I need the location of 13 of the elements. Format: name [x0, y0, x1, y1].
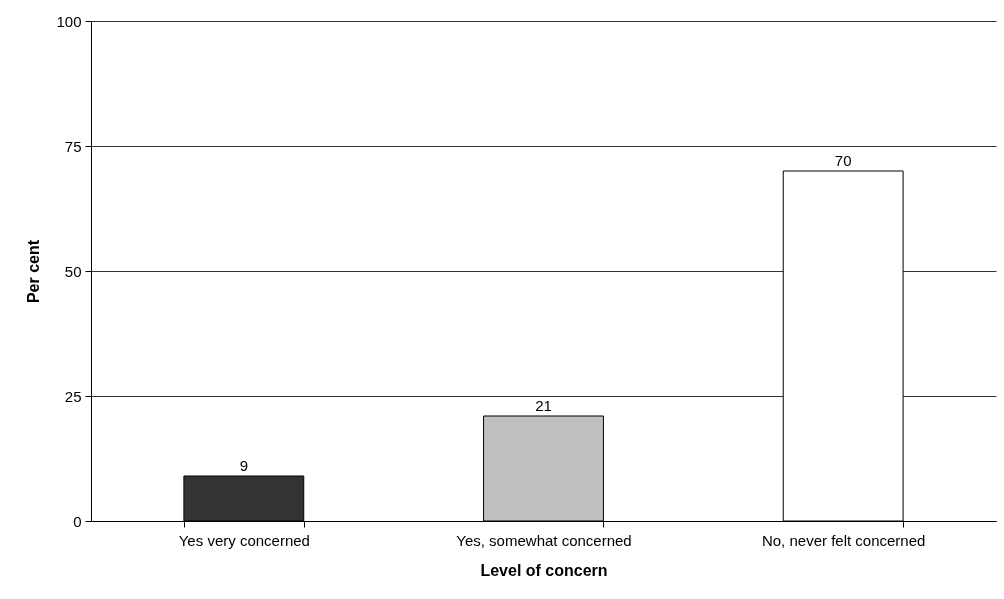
- data-label: 21: [535, 397, 552, 414]
- y-tick-label: 50: [64, 262, 82, 280]
- x-tick-label: Yes, somewhat concerned: [456, 531, 632, 549]
- y-tick-label: 25: [64, 387, 82, 405]
- x-tick-label: No, never felt concerned: [761, 531, 926, 549]
- y-tick-label: 0: [73, 512, 82, 530]
- x-tick-label: Yes very concerned: [178, 531, 310, 549]
- data-label: 70: [834, 152, 852, 169]
- y-tick-label: 75: [64, 137, 82, 155]
- y-axis-title: Per cent: [25, 239, 43, 304]
- x-axis-title: Level of concern: [480, 561, 608, 579]
- data-label: 9: [239, 457, 248, 474]
- y-tick-label: 100: [56, 12, 82, 30]
